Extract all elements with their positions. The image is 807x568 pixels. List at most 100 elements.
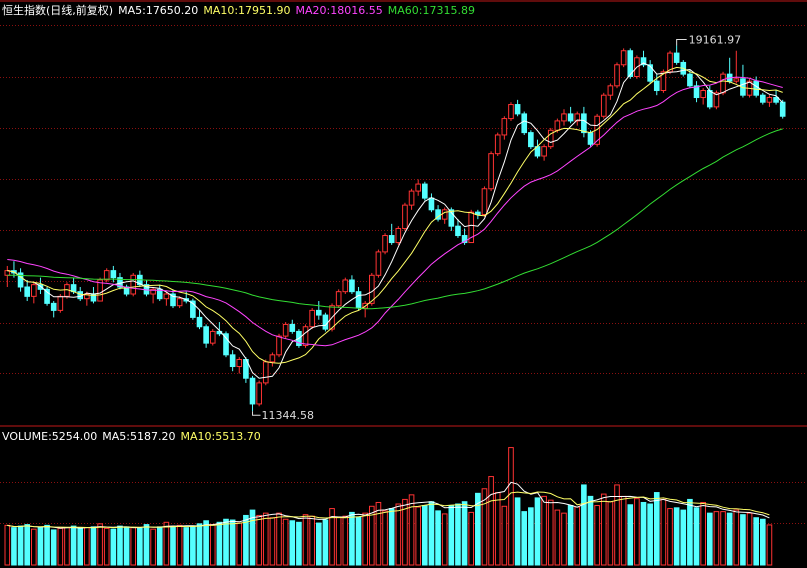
volume-bar-down xyxy=(183,527,190,566)
candle-down xyxy=(349,279,355,293)
price-title: 恒生指数(日线,前复权) xyxy=(2,3,113,17)
volume-bar-up xyxy=(667,508,673,566)
candle-up xyxy=(176,298,183,307)
volume-bar-up xyxy=(395,503,402,566)
volume-bar-up xyxy=(481,488,488,566)
volume-bar-down xyxy=(647,503,653,566)
ma60-line xyxy=(7,128,783,310)
volume-bar-down xyxy=(203,520,209,566)
volume-bar-down xyxy=(355,516,362,566)
candle-down xyxy=(428,197,435,211)
volume-bar-down xyxy=(143,524,150,566)
candle-down xyxy=(322,314,329,330)
candle-up xyxy=(508,104,514,120)
volume-bar-down xyxy=(249,509,256,566)
volume-bar-up xyxy=(4,524,11,566)
volume-bar-up xyxy=(547,499,554,566)
candle-up xyxy=(163,293,170,300)
ma5-line xyxy=(7,62,784,379)
candle-down xyxy=(581,113,587,134)
candle-up xyxy=(614,64,620,87)
candle-up xyxy=(494,134,501,155)
candle-up xyxy=(269,354,276,363)
candle-up xyxy=(256,382,262,405)
volume-bar-up xyxy=(276,512,282,566)
volume-bar-down xyxy=(170,526,176,566)
ma-label: MA5:5187.20 xyxy=(102,430,175,443)
volume-bar-up xyxy=(97,523,103,566)
volume-bar-up xyxy=(375,501,382,566)
candle-up xyxy=(468,211,475,244)
candle-up xyxy=(541,146,547,157)
volume-bar-up xyxy=(163,521,170,566)
candle-up xyxy=(103,270,110,281)
candle-up xyxy=(57,295,64,311)
candle-up xyxy=(713,92,720,108)
volume-bar-up xyxy=(746,512,753,566)
candle-up xyxy=(733,78,740,82)
volume-bar-up xyxy=(554,509,561,566)
candle-up xyxy=(554,120,561,131)
candle-up xyxy=(302,326,309,346)
volume-bar-up xyxy=(31,528,37,566)
volume-bar-down xyxy=(117,525,123,566)
candle-down xyxy=(521,113,528,134)
volume-bar-up xyxy=(501,505,508,566)
volume-bar-up xyxy=(620,495,627,566)
candle-up xyxy=(441,209,448,220)
candle-up xyxy=(720,73,726,94)
candle-down xyxy=(475,211,481,215)
volume-bar-down xyxy=(740,514,746,566)
volume-bar-up xyxy=(508,447,514,566)
volume-bar-down xyxy=(673,507,680,566)
volume-bar-up xyxy=(574,506,581,566)
candle-down xyxy=(627,50,634,77)
candle-up xyxy=(262,361,269,384)
volume-bar-up xyxy=(488,476,494,566)
header-legend: 恒生指数(日线,前复权) MA5:17650.20 MA10:17951.90 MA2… xyxy=(2,3,475,443)
volume-bar-up xyxy=(335,516,342,566)
candle-down xyxy=(455,225,461,237)
volume-bar-down xyxy=(448,505,455,566)
volume-bar-up xyxy=(236,522,243,566)
volume-bar-up xyxy=(209,524,216,566)
volume-bar-down xyxy=(156,526,163,566)
volume-bar-down xyxy=(190,525,196,566)
candle-up xyxy=(309,309,315,328)
candle-down xyxy=(461,235,468,244)
volume-bar-up xyxy=(176,524,183,566)
candle-down xyxy=(647,64,653,82)
candle-up xyxy=(481,188,488,215)
ma-label: MA5:17650.20 xyxy=(118,4,198,17)
volume-bar-down xyxy=(315,522,322,566)
volume-bar-up xyxy=(468,511,475,566)
candle-up xyxy=(607,85,614,96)
candle-up xyxy=(402,204,408,230)
candle-up xyxy=(130,274,137,295)
candle-up xyxy=(209,330,216,344)
volume-bar-up xyxy=(600,493,607,566)
volume-bar-down xyxy=(534,497,541,566)
volume-bar-up xyxy=(720,511,726,566)
volume-panel xyxy=(4,447,773,566)
price-panel: 19161.97 11344.58 xyxy=(4,34,786,422)
candle-up xyxy=(31,284,37,297)
candle-down xyxy=(422,183,428,199)
volume-bar-down xyxy=(223,518,229,566)
volume-bar-up xyxy=(362,512,368,566)
candle-up xyxy=(408,190,415,206)
ma-label: MA10:5513.70 xyxy=(180,430,260,443)
volume-bar-up xyxy=(382,510,388,566)
volume-bar-down xyxy=(123,526,130,566)
volume-bar-up xyxy=(57,527,64,566)
candle-down xyxy=(110,270,117,279)
volume-bar-up xyxy=(494,492,501,566)
candle-down xyxy=(653,80,660,92)
volume-bar-down xyxy=(44,524,50,566)
volume-bar-down xyxy=(640,501,647,566)
candle-down xyxy=(567,113,574,122)
candle-up xyxy=(501,118,508,136)
high-marker xyxy=(676,39,687,46)
candle-down xyxy=(229,354,236,368)
candle-up xyxy=(375,251,382,276)
